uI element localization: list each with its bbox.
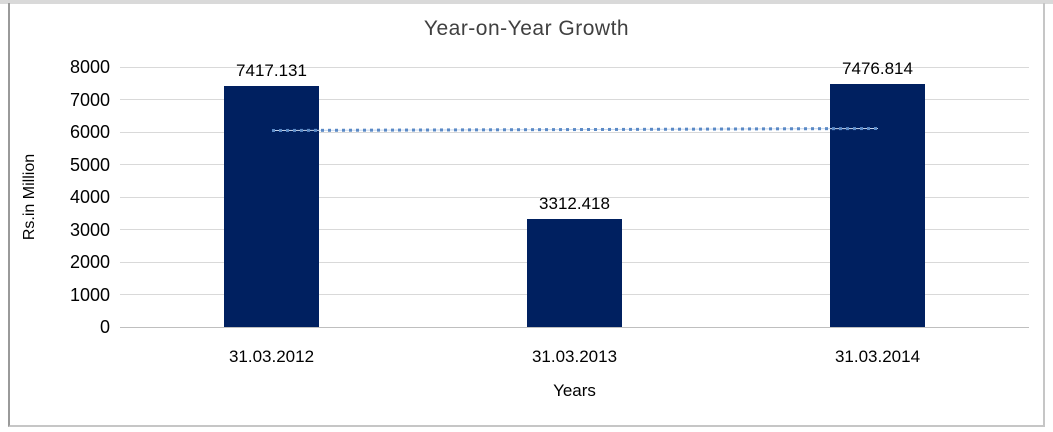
chart-border-frame xyxy=(8,3,1045,427)
gridline xyxy=(120,99,1029,100)
x-tick-label: 31.03.2013 xyxy=(531,347,618,366)
bar[interactable] xyxy=(830,84,925,327)
bar[interactable] xyxy=(527,219,622,327)
y-tick-label: 1000 xyxy=(69,284,110,305)
y-tick-label: 0 xyxy=(99,317,110,337)
gridline xyxy=(120,66,1029,68)
x-tick-label: 31.03.2014 xyxy=(834,347,921,366)
x-tick-label: 31.03.2012 xyxy=(228,347,315,366)
y-tick-label: 5000 xyxy=(69,154,110,175)
gridline xyxy=(120,164,1029,165)
chart-title: Year-on-Year Growth xyxy=(423,17,630,40)
y-tick-label: 3000 xyxy=(69,219,110,240)
gridline xyxy=(120,196,1029,198)
y-tick-label: 4000 xyxy=(69,187,110,207)
bar-value-label: 7476.814 xyxy=(842,59,913,78)
y-axis-title: Rs.in Million xyxy=(21,153,38,241)
y-tick-label: 7000 xyxy=(69,89,110,110)
y-tick-label: 6000 xyxy=(69,122,110,142)
x-axis-title: Years xyxy=(553,381,596,400)
bar-value-label: 7417.131 xyxy=(236,60,307,80)
gridline xyxy=(120,326,1029,328)
gridline xyxy=(120,131,1029,133)
bar-value-label: 3312.418 xyxy=(539,194,610,214)
bar[interactable] xyxy=(224,85,319,327)
y-tick-label: 2000 xyxy=(69,252,110,272)
outer-border-top xyxy=(0,0,1053,4)
y-tick-label: 8000 xyxy=(69,57,110,77)
